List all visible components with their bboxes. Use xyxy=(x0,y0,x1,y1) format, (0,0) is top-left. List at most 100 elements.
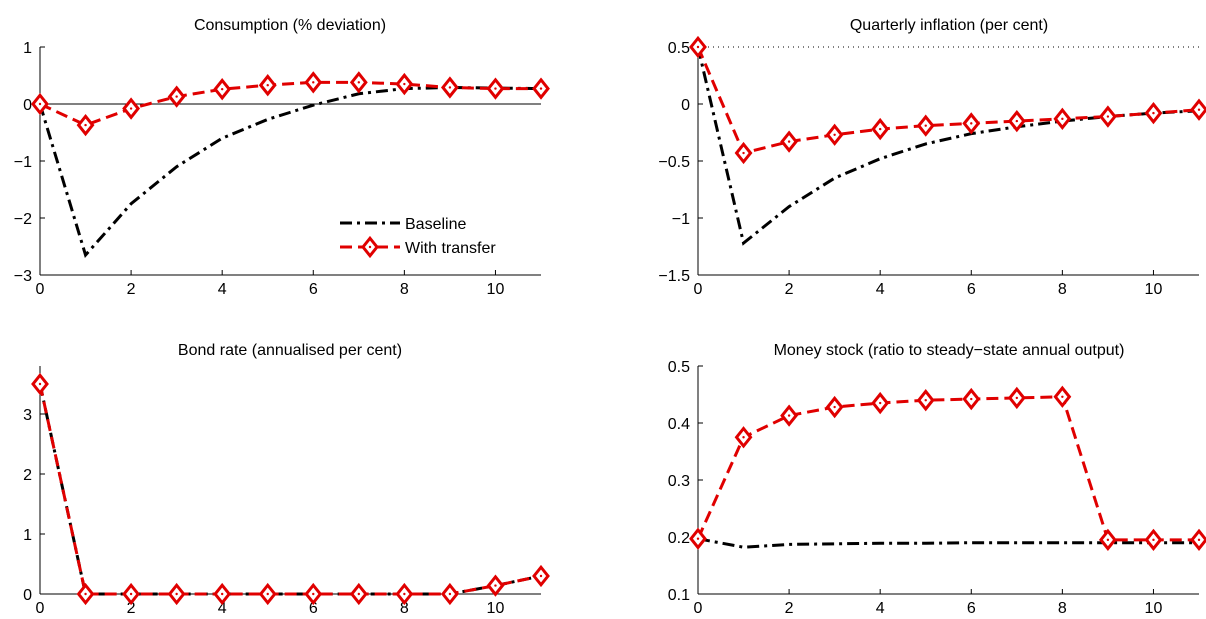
data-point-with-transfer-center xyxy=(221,593,223,595)
legend-label-with-transfer: With transfer xyxy=(405,240,496,257)
data-point-with-transfer-center xyxy=(39,103,41,105)
data-point-with-transfer-center xyxy=(84,124,86,126)
data-point-with-transfer-center xyxy=(833,134,835,136)
data-point-with-transfer-center xyxy=(403,83,405,85)
data-point-with-transfer-center xyxy=(1107,539,1109,541)
y-tick-label: 1 xyxy=(23,40,32,57)
series-line-baseline xyxy=(40,384,541,594)
y-tick-label: −1.5 xyxy=(658,268,690,285)
y-tick-label: 0.5 xyxy=(668,40,690,57)
data-point-with-transfer-center xyxy=(1061,396,1063,398)
data-point-with-transfer-center xyxy=(788,140,790,142)
x-tick-label: 2 xyxy=(785,281,794,298)
data-point-with-transfer-center xyxy=(494,87,496,89)
x-tick-label: 2 xyxy=(785,600,794,617)
legend-label-baseline: Baseline xyxy=(405,216,466,233)
y-tick-label: 0.3 xyxy=(668,473,690,490)
x-tick-label: 0 xyxy=(36,600,45,617)
x-tick-label: 6 xyxy=(967,600,976,617)
data-point-with-transfer-center xyxy=(1016,397,1018,399)
data-point-with-transfer-center xyxy=(267,593,269,595)
panel-bond-rate: Bond rate (annualised per cent) 0 2 4 6 8 10 0… xyxy=(23,342,548,617)
y-tick-label: 0 xyxy=(23,587,32,604)
x-tick-label: 2 xyxy=(127,281,136,298)
data-point-with-transfer-center xyxy=(879,128,881,130)
data-point-with-transfer-center xyxy=(879,402,881,404)
panel-title: Bond rate (annualised per cent) xyxy=(178,342,402,359)
data-point-with-transfer-center xyxy=(312,593,314,595)
legend: Baseline With transfer xyxy=(340,216,496,257)
y-tick-label: 2 xyxy=(23,467,32,484)
data-point-with-transfer-center xyxy=(494,584,496,586)
data-point-with-transfer-center xyxy=(540,87,542,89)
y-tick-label: −2 xyxy=(14,211,32,228)
y-tick-label: −3 xyxy=(14,268,32,285)
data-point-with-transfer-center xyxy=(39,383,41,385)
data-point-with-transfer-center xyxy=(175,95,177,97)
x-tick-label: 6 xyxy=(309,281,318,298)
data-point-with-transfer-center xyxy=(175,593,177,595)
data-point-with-transfer-center xyxy=(970,122,972,124)
series-line-with-transfer xyxy=(698,47,1199,153)
data-point-with-transfer-center xyxy=(267,84,269,86)
data-point-with-transfer-center xyxy=(1016,120,1018,122)
x-tick-label: 0 xyxy=(694,281,703,298)
x-tick-label: 8 xyxy=(400,281,409,298)
data-point-with-transfer-center xyxy=(130,593,132,595)
y-tick-label: 0 xyxy=(681,97,690,114)
x-tick-label: 8 xyxy=(1058,600,1067,617)
data-point-with-transfer-center xyxy=(1107,115,1109,117)
data-point-with-transfer-center xyxy=(697,46,699,48)
data-point-with-transfer-center xyxy=(788,414,790,416)
x-tick-label: 0 xyxy=(694,600,703,617)
y-tick-label: 0.4 xyxy=(668,416,690,433)
y-tick-label: 3 xyxy=(23,407,32,424)
data-point-with-transfer-center xyxy=(925,399,927,401)
x-tick-label: 8 xyxy=(1058,281,1067,298)
data-point-with-transfer-center xyxy=(1198,539,1200,541)
data-point-with-transfer-center xyxy=(742,436,744,438)
data-point-with-transfer-center xyxy=(925,124,927,126)
y-tick-label: 0 xyxy=(23,97,32,114)
x-tick-label: 10 xyxy=(487,600,505,617)
x-tick-label: 10 xyxy=(1145,600,1163,617)
y-tick-label: 1 xyxy=(23,527,32,544)
data-point-with-transfer-center xyxy=(449,593,451,595)
x-tick-label: 10 xyxy=(1145,281,1163,298)
data-point-with-transfer-center xyxy=(833,406,835,408)
data-point-with-transfer-center xyxy=(697,538,699,540)
y-tick-label: −1 xyxy=(672,211,690,228)
panel-title: Consumption (% deviation) xyxy=(194,17,386,34)
data-point-with-transfer-center xyxy=(1152,539,1154,541)
y-tick-label: 0.1 xyxy=(668,587,690,604)
data-point-with-transfer-center xyxy=(742,152,744,154)
data-point-with-transfer-center xyxy=(1198,109,1200,111)
panel-inflation: Quarterly inflation (per cent) 0 2 4 6 8 10 −1… xyxy=(658,17,1206,298)
data-point-with-transfer-center xyxy=(358,593,360,595)
x-tick-label: 4 xyxy=(876,600,885,617)
data-point-with-transfer-center xyxy=(358,81,360,83)
data-point-with-transfer-center xyxy=(1152,112,1154,114)
y-tick-label: −1 xyxy=(14,154,32,171)
y-tick-label: 0.2 xyxy=(668,530,690,547)
x-tick-label: 4 xyxy=(876,281,885,298)
x-tick-label: 6 xyxy=(967,281,976,298)
x-tick-label: 4 xyxy=(218,281,227,298)
data-point-with-transfer-center xyxy=(312,81,314,83)
data-point-with-transfer-center xyxy=(403,593,405,595)
data-point-with-transfer-center xyxy=(84,593,86,595)
data-point-with-transfer-center xyxy=(221,88,223,90)
series-line-with-transfer xyxy=(40,384,541,594)
data-point-with-transfer-center xyxy=(1061,118,1063,120)
panel-title: Quarterly inflation (per cent) xyxy=(850,17,1048,34)
panel-title: Money stock (ratio to steady−state annua… xyxy=(774,342,1125,359)
data-point-with-transfer-center xyxy=(130,107,132,109)
panel-money-stock: Money stock (ratio to steady−state annua… xyxy=(668,342,1206,617)
legend-marker-with-transfer-center xyxy=(369,246,371,248)
data-point-with-transfer-center xyxy=(970,398,972,400)
y-tick-label: 0.5 xyxy=(668,359,690,376)
series-line-with-transfer xyxy=(698,397,1199,540)
x-tick-label: 0 xyxy=(36,281,45,298)
data-point-with-transfer-center xyxy=(449,86,451,88)
